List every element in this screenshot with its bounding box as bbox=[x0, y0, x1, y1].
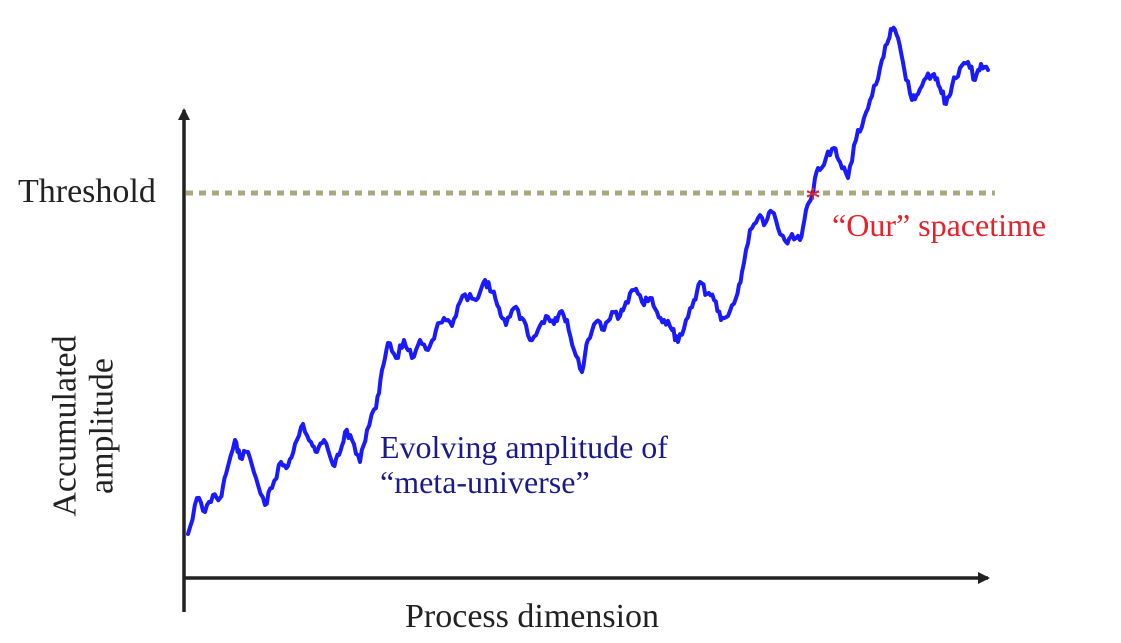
threshold-label: Threshold bbox=[18, 173, 156, 210]
y-axis-label: Accumulated amplitude bbox=[47, 335, 122, 516]
y-axis-label-line1: Accumulated bbox=[46, 335, 84, 517]
x-axis-label: Process dimension bbox=[405, 598, 660, 635]
crossing-marker: * bbox=[805, 180, 821, 216]
curve-label-line2: “meta-universe” bbox=[380, 464, 590, 501]
curve-label-line1: Evolving amplitude of bbox=[380, 429, 668, 465]
amplitude-curve bbox=[186, 25, 990, 536]
curve-label: Evolving amplitude of “meta-universe” bbox=[380, 429, 668, 501]
y-axis-label-line2: amplitude bbox=[84, 358, 121, 494]
crossing-label: “Our” spacetime bbox=[832, 207, 1047, 243]
